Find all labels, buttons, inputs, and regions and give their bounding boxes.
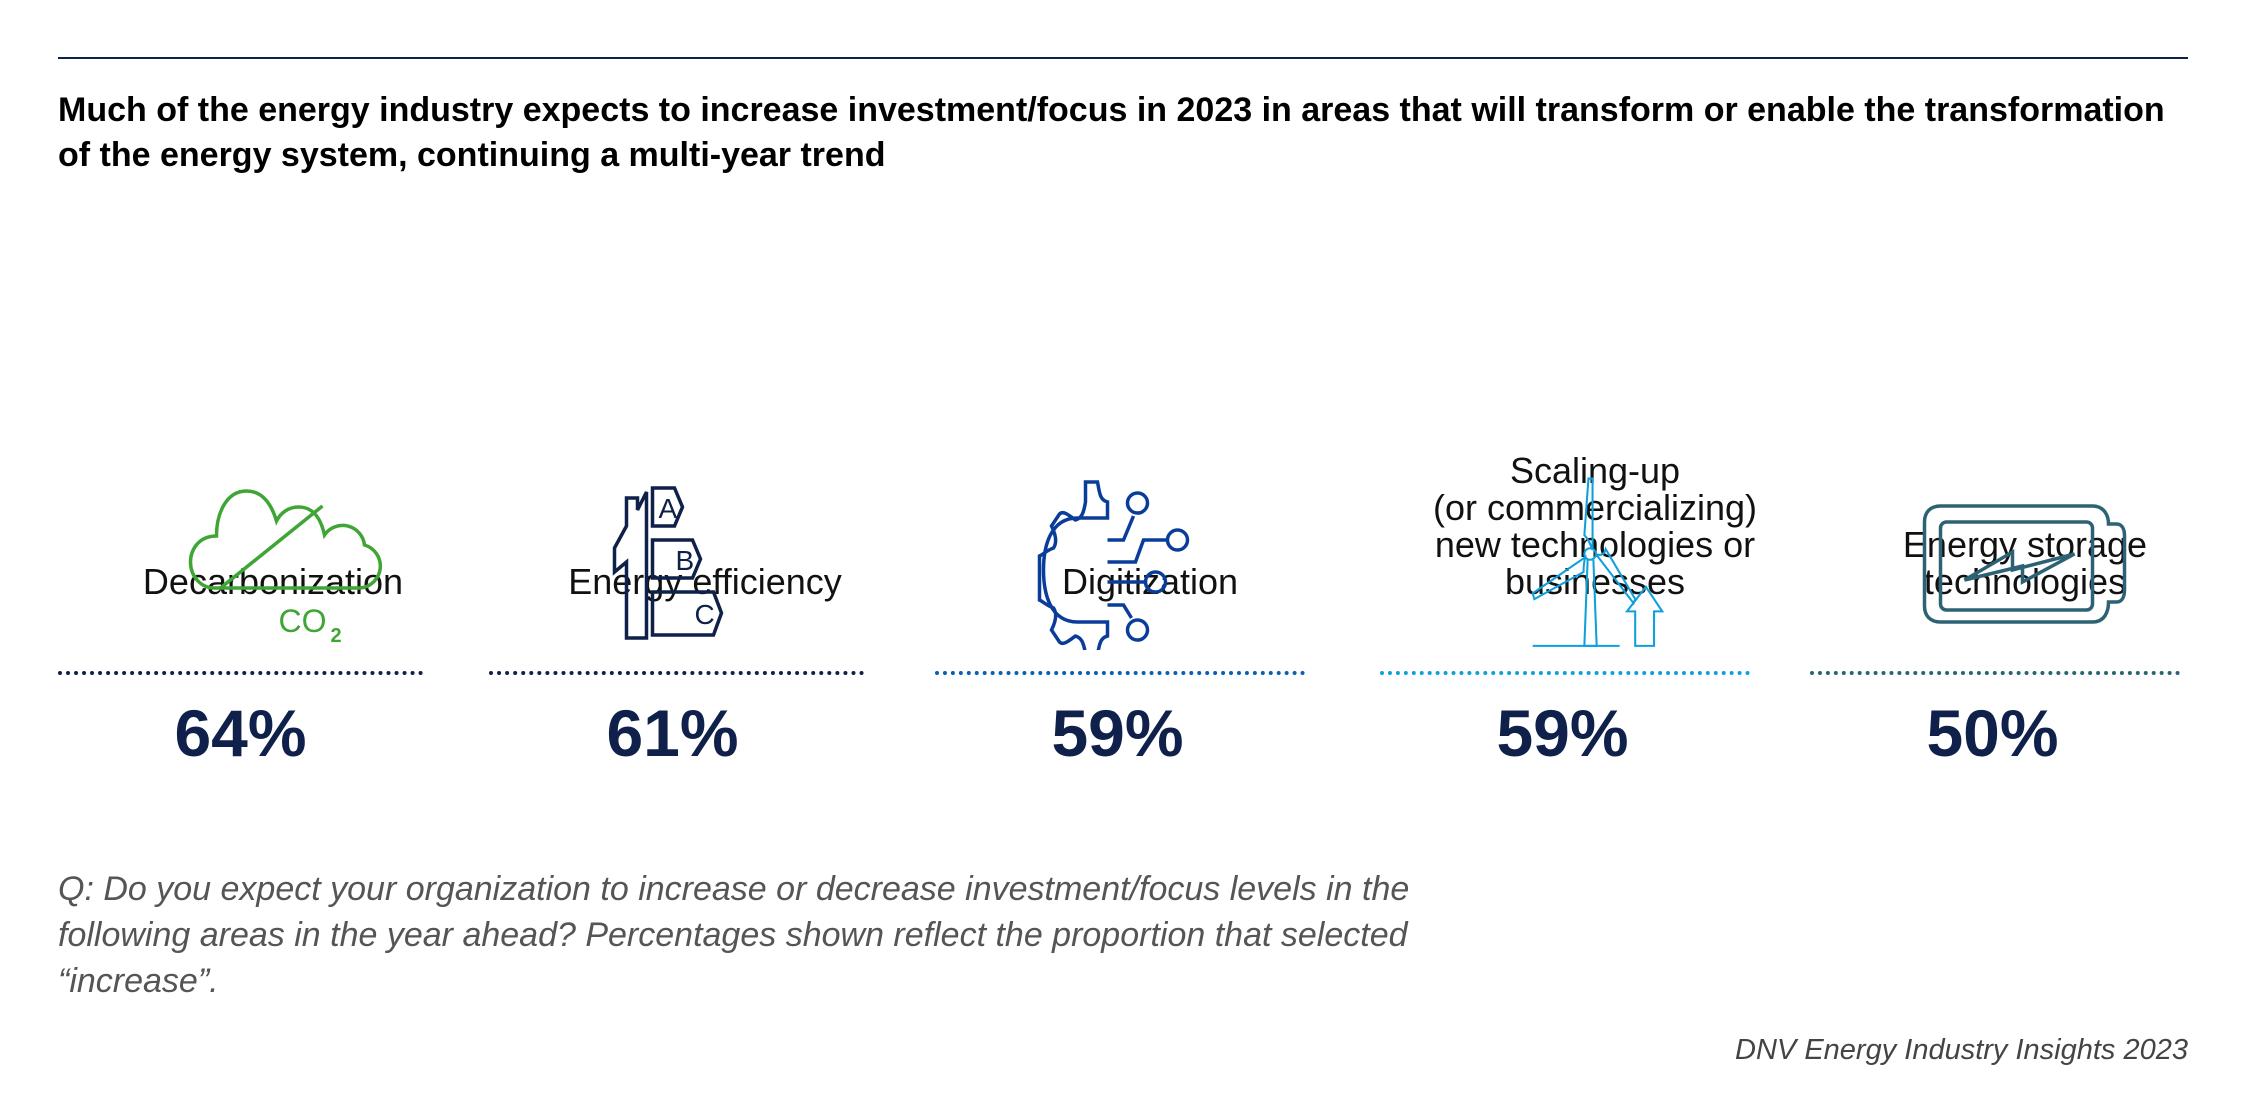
item-decarbonization: Decarbonization CO 2 64% [58,200,488,780]
value-percent: 61% [606,696,739,770]
value-percent: 50% [1926,696,2059,770]
item-label: Scaling-up (or commercializing) new tech… [1340,452,1850,600]
rating-c: C [695,599,715,630]
top-rule [58,57,2188,59]
item-digitization: Digitization 59% [935,200,1365,780]
value-percent: 64% [174,696,307,770]
chart-title: Much of the energy industry expects to i… [58,91,2165,174]
digital-gear-icon [1037,480,1190,650]
divider-dots [1810,671,2180,675]
divider-dots [935,671,1305,675]
co2-cloud-icon: CO 2 [188,489,382,647]
survey-question-footnote: Q: Do you expect your organization to in… [58,870,1410,1000]
value-percent: 59% [1051,696,1184,770]
label-line: Decarbonization [142,561,404,602]
divider-dots [1380,671,1750,675]
co2-subscript: 2 [331,625,342,647]
battery-icon [1922,504,2127,624]
label-line: Energy storage [1902,524,2148,565]
item-label: Decarbonization [18,563,528,600]
label-line: Digitization [1061,561,1239,602]
divider-dots [58,671,423,675]
item-scaling-up: Scaling-up (or commercializing) new tech… [1380,200,1810,780]
co2-text: CO [279,603,327,639]
label-line: (or commercializing) [1432,487,1758,528]
label-line: Scaling-up [1509,450,1681,491]
rating-b: B [676,545,695,576]
value-percent: 59% [1496,696,1629,770]
item-energy-efficiency: Energy efficiency A B C 61% [489,200,920,780]
item-label: Digitization [895,563,1405,600]
wind-turbine-arrow-icon [1531,477,1665,647]
rating-a: A [659,493,678,524]
item-energy-storage: Energy storage technologies 50% [1810,200,2240,780]
source-note: DNV Energy Industry Insights 2023 [1735,1034,2188,1066]
energy-rating-house-icon: A B C [612,486,724,640]
divider-dots [489,671,864,675]
